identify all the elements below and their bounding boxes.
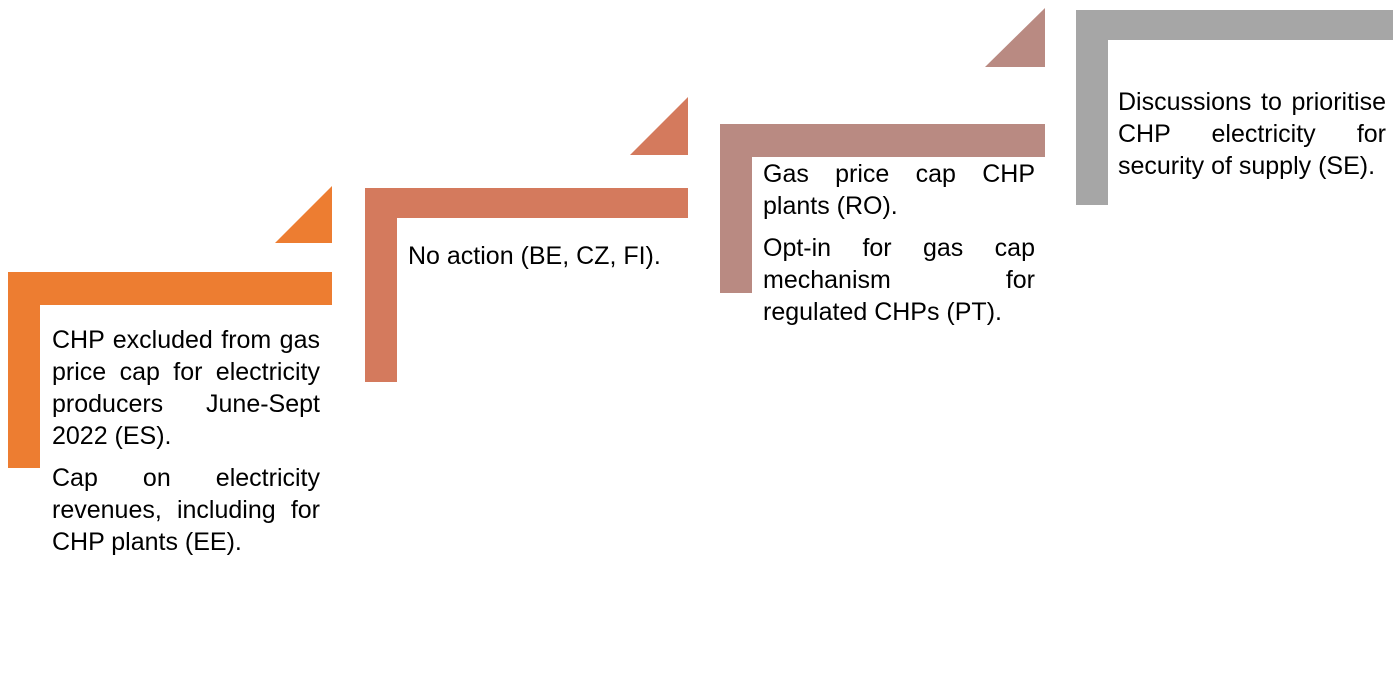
step-bar xyxy=(1076,10,1108,205)
paragraph: No action (BE, CZ, FI). xyxy=(408,242,661,270)
step-text: Discussions to prioritise CHP electricit… xyxy=(1118,86,1386,192)
step-bar xyxy=(365,188,688,218)
step-bar xyxy=(8,272,332,305)
step-bar xyxy=(365,188,397,382)
paragraph: Opt-in for gas cap mechanism for regulat… xyxy=(763,234,1035,326)
step-arrow xyxy=(630,97,688,155)
step-bar xyxy=(1076,10,1393,40)
step-bar xyxy=(720,124,752,293)
step-text: CHP excluded from gas price cap for elec… xyxy=(52,324,320,568)
paragraph: CHP excluded from gas price cap for elec… xyxy=(52,326,320,450)
step-arrow xyxy=(275,186,332,243)
paragraph: Discussions to prioritise CHP electricit… xyxy=(1118,88,1386,180)
paragraph: Cap on electricity revenues, including f… xyxy=(52,464,320,556)
step-bar xyxy=(720,124,1045,157)
step-bar xyxy=(8,272,40,468)
step-arrow xyxy=(985,8,1045,67)
paragraph: Gas price cap CHP plants (RO). xyxy=(763,160,1035,220)
step-text: Gas price cap CHP plants (RO). Opt-in fo… xyxy=(763,158,1035,338)
step-text: No action (BE, CZ, FI). xyxy=(408,240,663,282)
